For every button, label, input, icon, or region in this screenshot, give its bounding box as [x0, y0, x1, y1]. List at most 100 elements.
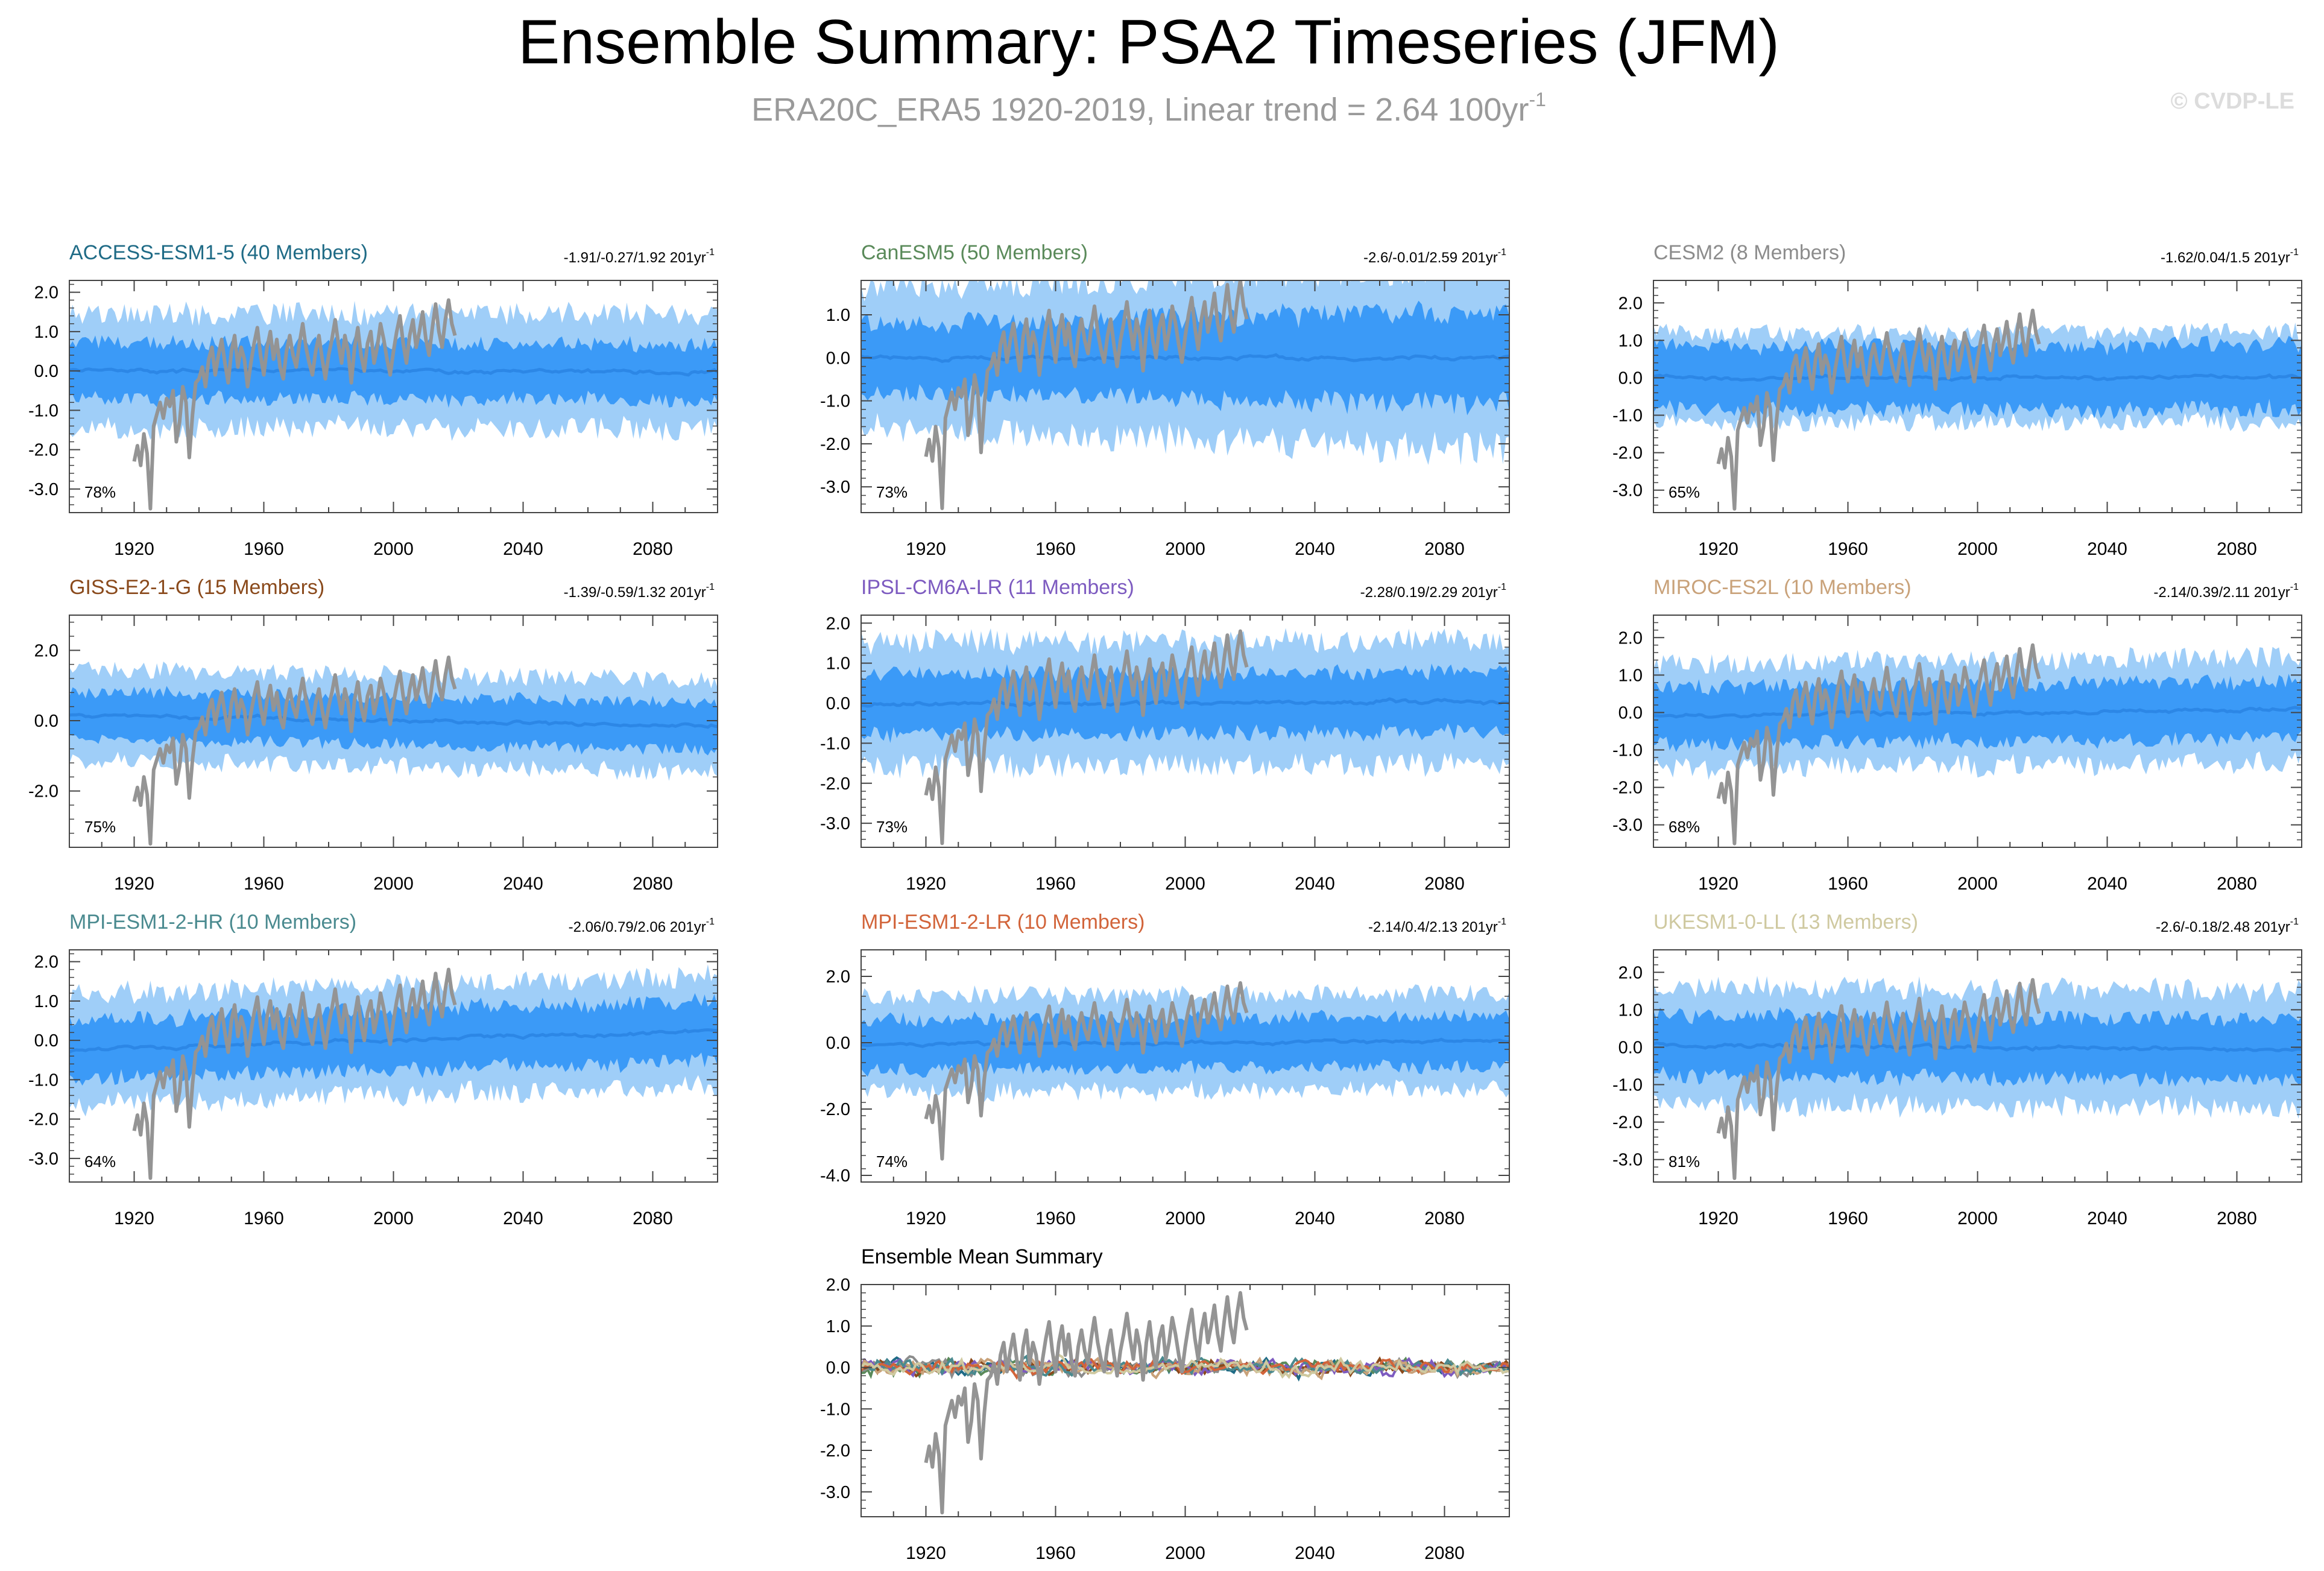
x-tick-label: 2080	[1424, 539, 1465, 559]
panel-percent: 65%	[1669, 483, 1700, 501]
x-tick-label: 1960	[1035, 1543, 1076, 1563]
x-tick-label: 1960	[1035, 539, 1076, 559]
plot-area	[69, 964, 718, 1180]
panel-percent: 74%	[876, 1152, 908, 1171]
panel-title: GISS-E2-1-G (15 Members)	[69, 576, 324, 599]
y-tick-label: 1.0	[1618, 331, 1643, 350]
y-tick-label: 1.0	[826, 306, 850, 325]
y-tick-label: 1.0	[826, 1317, 850, 1336]
y-tick-label: 1.0	[1618, 666, 1643, 685]
x-tick-label: 2040	[1295, 874, 1335, 894]
observed-line	[924, 280, 1249, 510]
x-tick-label: 2080	[633, 1209, 673, 1228]
panel-trend: -1.91/-0.27/1.92 201yr-1	[564, 247, 715, 266]
x-tick-label: 2040	[503, 874, 543, 894]
x-tick-label: 1960	[1035, 874, 1076, 894]
panel-6: MIROC-ES2L (10 Members) -2.14/0.39/2.11 2…	[1612, 576, 2302, 894]
y-tick-label: 2.0	[1618, 963, 1643, 982]
y-tick-label: 0.0	[34, 362, 58, 381]
x-tick-label: 2000	[373, 1209, 414, 1228]
y-tick-label: -1.0	[820, 734, 850, 753]
plot-area	[1653, 643, 2302, 846]
plot-area	[1653, 308, 2302, 511]
panel-7: MPI-ESM1-2-HR (10 Members) -2.06/0.79/2.0…	[28, 911, 718, 1228]
ensemble-mean-line	[69, 1028, 718, 1054]
x-tick-label: 2080	[1424, 1209, 1465, 1228]
ensemble-mean-line	[69, 366, 718, 377]
y-tick-label: -2.0	[28, 441, 58, 460]
panel-trend: -2.06/0.79/2.06 201yr-1	[569, 917, 715, 935]
y-tick-label: -2.0	[28, 1110, 58, 1130]
panel-title: MPI-ESM1-2-HR (10 Members)	[69, 911, 356, 934]
y-tick-label: -1.0	[820, 392, 850, 411]
y-tick-label: -2.0	[820, 1441, 850, 1461]
y-tick-label: 0.0	[826, 1359, 850, 1378]
y-tick-label: 0.0	[826, 349, 850, 368]
y-tick-label: -2.0	[1612, 1113, 1643, 1133]
figure-subtitle-sup: -1	[1529, 89, 1546, 110]
plot-area	[861, 1291, 1509, 1515]
panel-trend-sup: -1	[2290, 247, 2299, 258]
y-tick-label: -3.0	[1612, 816, 1643, 835]
y-tick-label: 1.0	[34, 323, 58, 342]
panel-trend-text: -2.6/-0.01/2.59 201yr	[1363, 250, 1498, 266]
panel-percent: 64%	[84, 1152, 116, 1171]
panel-percent: 73%	[876, 483, 908, 501]
panel-trend-text: -1.62/0.04/1.5 201yr	[2161, 250, 2290, 266]
y-tick-label: 0.0	[34, 712, 58, 731]
panel-trend: -2.14/0.4/2.13 201yr-1	[1368, 917, 1506, 935]
y-tick-label: -2.0	[820, 1100, 850, 1119]
panel-trend: -2.6/-0.18/2.48 201yr-1	[2156, 917, 2299, 935]
x-tick-label: 2000	[1165, 1209, 1205, 1228]
panel-percent: 78%	[84, 483, 116, 501]
y-tick-label: -2.0	[820, 435, 850, 454]
x-tick-label: 2040	[2087, 874, 2127, 894]
y-tick-label: -3.0	[820, 814, 850, 833]
panel-title: MIROC-ES2L (10 Members)	[1653, 576, 1912, 599]
x-tick-label: 2040	[2087, 539, 2127, 559]
observed-line	[924, 629, 1249, 846]
x-tick-label: 2040	[2087, 1209, 2127, 1228]
figure-subtitle: ERA20C_ERA5 1920-2019, Linear trend = 2.…	[751, 89, 1546, 128]
panel-1: ACCESS-ESM1-5 (40 Members) -1.91/-0.27/1.…	[28, 241, 718, 559]
panel-trend-sup: -1	[2290, 917, 2299, 927]
x-tick-label: 2040	[1295, 1209, 1335, 1228]
panel-5: IPSL-CM6A-LR (11 Members) -2.28/0.19/2.29…	[820, 576, 1510, 894]
x-tick-label: 1960	[244, 1209, 284, 1228]
observed-line	[924, 1291, 1249, 1515]
x-tick-label: 2000	[1165, 539, 1205, 559]
x-tick-label: 2040	[503, 1209, 543, 1228]
x-tick-label: 1920	[1698, 874, 1738, 894]
x-tick-label: 1920	[906, 1209, 946, 1228]
x-tick-label: 1960	[1828, 539, 1868, 559]
x-tick-label: 1920	[114, 539, 154, 559]
y-tick-label: -2.0	[1612, 779, 1643, 798]
x-tick-label: 2080	[633, 874, 673, 894]
y-tick-label: 2.0	[826, 967, 850, 987]
y-tick-label: -1.0	[28, 1070, 58, 1090]
panel-percent: 81%	[1669, 1152, 1700, 1171]
panel-trend-text: -1.39/-0.59/1.32 201yr	[564, 584, 706, 601]
y-tick-label: -3.0	[820, 1483, 850, 1502]
panel-trend-sup: -1	[1498, 582, 1506, 592]
observed-line	[132, 298, 457, 511]
x-tick-label: 2080	[2217, 1209, 2257, 1228]
y-tick-label: 0.0	[826, 694, 850, 713]
panel-trend-text: -2.06/0.79/2.06 201yr	[569, 919, 706, 935]
x-tick-label: 2080	[1424, 1543, 1465, 1563]
x-tick-label: 2040	[1295, 1543, 1335, 1563]
x-tick-label: 2000	[373, 539, 414, 559]
plot-area	[861, 628, 1509, 846]
x-tick-label: 2000	[373, 874, 414, 894]
panel-trend-sup: -1	[1498, 917, 1506, 927]
x-tick-label: 1960	[1828, 874, 1868, 894]
figure-title: Ensemble Summary: PSA2 Timeseries (JFM)	[518, 7, 1779, 77]
y-tick-label: -3.0	[1612, 1151, 1643, 1170]
x-tick-label: 2000	[1165, 1543, 1205, 1563]
panel-trend: -2.6/-0.01/2.59 201yr-1	[1363, 247, 1506, 266]
y-tick-label: -1.0	[1612, 741, 1643, 760]
panel-title: Ensemble Mean Summary	[861, 1245, 1103, 1268]
y-tick-label: 2.0	[34, 953, 58, 972]
y-tick-label: -1.0	[1612, 406, 1643, 426]
y-tick-label: 0.0	[1618, 368, 1643, 388]
